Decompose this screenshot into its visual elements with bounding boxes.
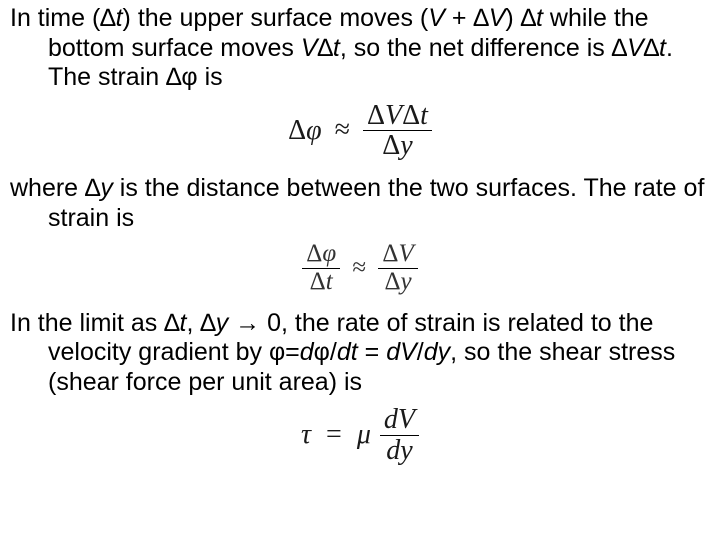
p3-text-g: / [417, 338, 424, 366]
eq2-fraction-right: ΔV Δy [378, 241, 417, 295]
equation-1: Δφ ≈ ΔVΔt Δy [10, 101, 710, 161]
eq2-num2-delta: Δ [382, 240, 398, 267]
equation-2: Δφ Δt ≈ ΔV Δy [10, 241, 710, 295]
slide: In time (∆t) the upper surface moves (V … [0, 0, 720, 489]
eq2-num1-delta: Δ [306, 240, 322, 267]
p3-text-f: = [358, 338, 387, 366]
dy-var: dy [424, 338, 450, 366]
eq2-approx: ≈ [352, 254, 366, 281]
t-var: t [116, 4, 123, 32]
eq3-fraction: dV dy [380, 405, 419, 465]
eq2-fraction-left: Δφ Δt [302, 241, 340, 295]
eq2-num1-phi: φ [322, 240, 336, 267]
t-var: t [536, 4, 543, 32]
delta-sym: ∆ [166, 63, 181, 91]
v-var: V [301, 34, 318, 62]
p1-text-f: , so the net difference is [340, 34, 612, 62]
eq3-den-d: d [386, 435, 400, 466]
dt-var: dt [337, 338, 358, 366]
v-var: V [428, 4, 445, 32]
delta-sym: ∆ [85, 174, 100, 202]
eq1-lhs-phi: φ [306, 114, 322, 145]
paragraph-3: In the limit as ∆t, ∆y → 0, the rate of … [10, 309, 710, 398]
p3-text-b: , [186, 309, 200, 337]
delta-sym: ∆ [644, 34, 659, 62]
eq1-num-delta2: Δ [402, 100, 420, 131]
delta-sym: ∆ [200, 309, 215, 337]
paragraph-2: where ∆y is the distance between the two… [10, 174, 710, 233]
paragraph-1: In time (∆t) the upper surface moves (V … [10, 4, 710, 93]
delta-sym: ∆ [521, 4, 536, 32]
p3-text-e: / [330, 338, 337, 366]
eq1-lhs-delta: Δ [288, 114, 306, 145]
v-var: V [627, 34, 644, 62]
eq1-fraction: ΔVΔt Δy [363, 101, 432, 161]
delta-sym: ∆ [318, 34, 333, 62]
eq2-den2-y: y [401, 268, 412, 295]
eq2-den1-delta: Δ [310, 268, 326, 295]
p3-text-a: In the limit as [10, 309, 164, 337]
eq1-den-y: y [400, 130, 412, 161]
eq3-tau: τ [301, 419, 311, 450]
delta-sym: ∆ [100, 4, 115, 32]
eq1-num-delta1: Δ [367, 100, 385, 131]
eq3-equals: = [326, 419, 342, 450]
eq2-num2-v: V [398, 240, 413, 267]
v-var: V [489, 4, 506, 32]
p1-text-d: ) [505, 4, 520, 32]
delta-sym: ∆ [612, 34, 627, 62]
y-var: y [100, 174, 113, 202]
eq1-approx: ≈ [335, 114, 350, 145]
delta-sym: ∆ [164, 309, 179, 337]
eq2-den2-delta: Δ [384, 268, 400, 295]
eq3-num-d: d [384, 404, 398, 435]
eq1-num-t: t [420, 100, 428, 131]
eq3-mu: μ [357, 419, 371, 450]
p1-text-h: φ is [181, 63, 222, 91]
p1-text-a: In time ( [10, 4, 100, 32]
eq2-den1-t: t [326, 268, 333, 295]
eq3-den-y: y [400, 435, 412, 466]
t-var: t [333, 34, 340, 62]
y-var: y [216, 309, 229, 337]
dv-var: dV [386, 338, 417, 366]
eq1-den-delta: Δ [382, 130, 400, 161]
equation-3: τ = μ dV dy [10, 405, 710, 465]
eq3-num-v: V [398, 404, 415, 435]
eq1-num-v: V [385, 100, 402, 131]
d-var: d [300, 338, 314, 366]
delta-sym: ∆ [473, 4, 488, 32]
p1-text-c: + [445, 4, 474, 32]
t-var: t [659, 34, 666, 62]
p2-text-a: where [10, 174, 85, 202]
p3-text-d: φ [314, 338, 330, 366]
p2-text-b: is the distance between the two surfaces… [48, 174, 704, 232]
p1-text-b: ) the upper surface moves ( [123, 4, 429, 32]
